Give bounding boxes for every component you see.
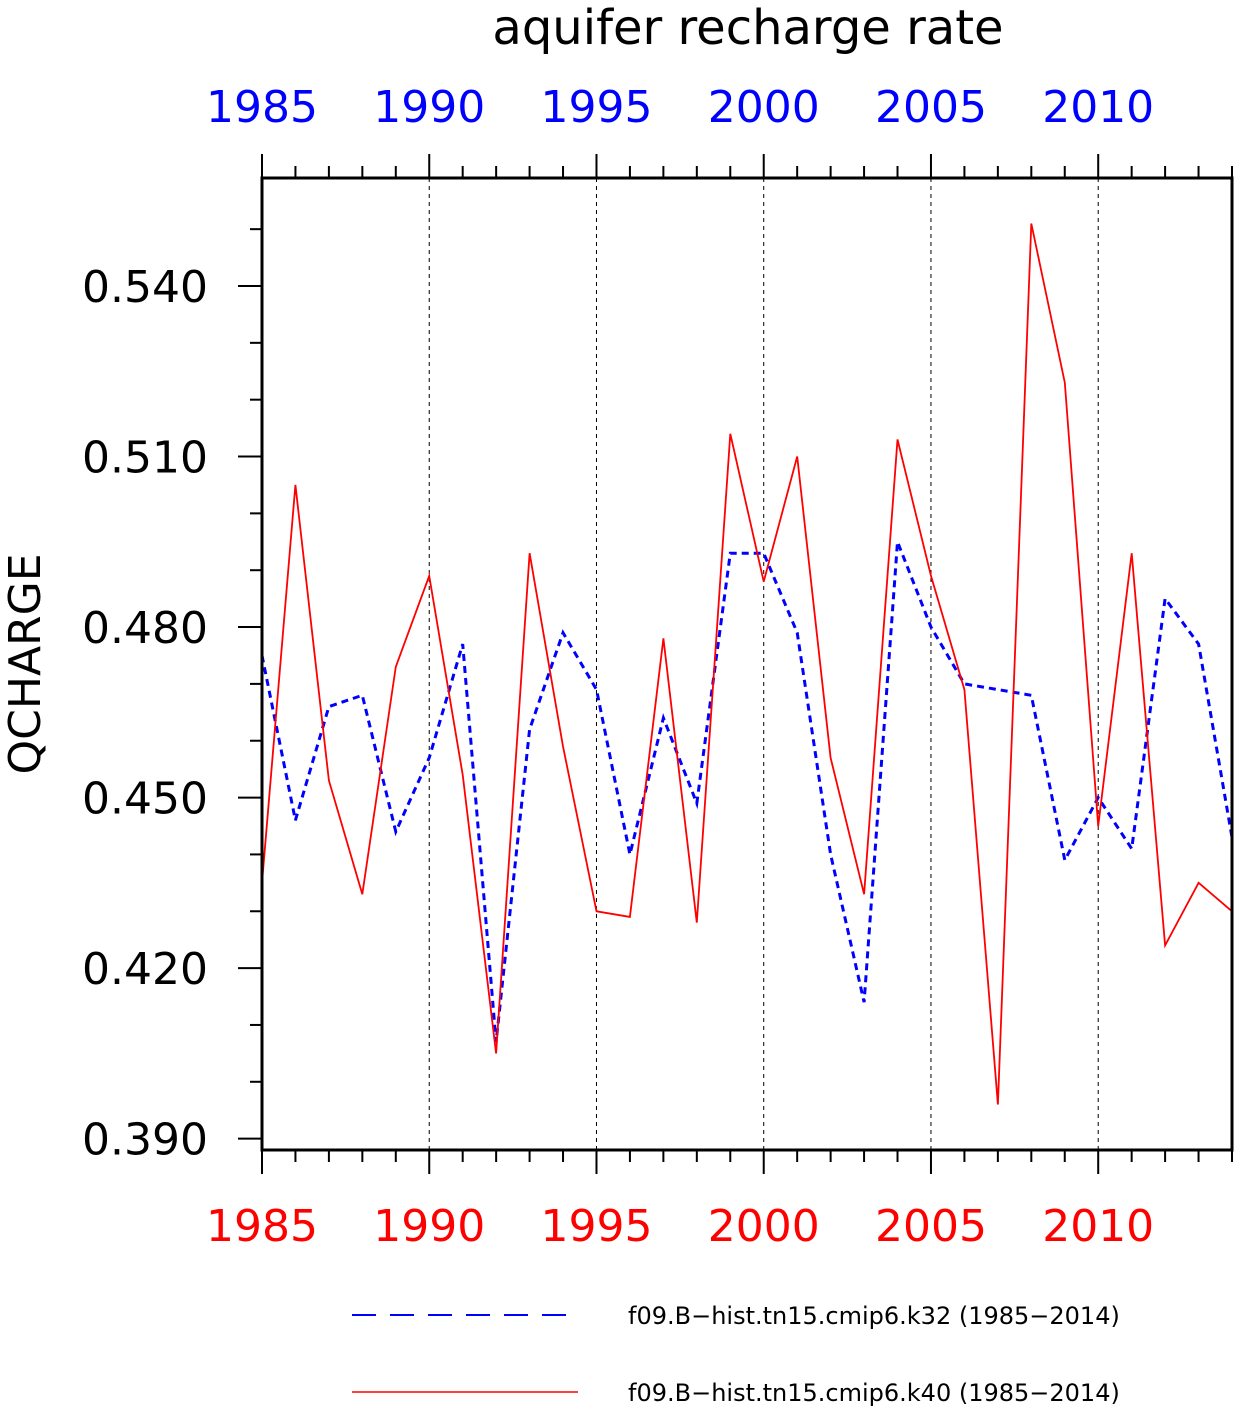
x-tick-label-bottom-2005: 2005 [875, 1201, 987, 1252]
y-tick-label-0.390: 0.390 [82, 1115, 208, 1166]
y-tick-label-0.420: 0.420 [82, 944, 208, 995]
y-tick-label-0.480: 0.480 [82, 603, 208, 654]
series-group [260, 223, 1234, 1105]
chart-title: aquifer recharge rate [492, 0, 1003, 56]
axis-ticks [238, 154, 1233, 1174]
series-line-1 [260, 541, 1234, 1043]
legend-label-2: f09.B−hist.tn15.cmip6.k40 (1985−2014) [628, 1379, 1120, 1407]
grid [428, 178, 1099, 1150]
x-tick-label-bottom-1995: 1995 [540, 1201, 652, 1252]
x-tick-label-top-1990: 1990 [373, 82, 485, 133]
x-tick-label-top-2000: 2000 [708, 82, 820, 133]
x-tick-label-bottom-2000: 2000 [708, 1201, 820, 1252]
y-tick-label-0.450: 0.450 [82, 774, 208, 825]
series-line-2 [261, 223, 1233, 1105]
x-tick-label-top-1985: 1985 [206, 82, 318, 133]
x-tick-label-top-2010: 2010 [1042, 82, 1154, 133]
plot-frame [260, 176, 1234, 1152]
x-tick-label-bottom-2010: 2010 [1042, 1201, 1154, 1252]
x-tick-label-top-1995: 1995 [540, 82, 652, 133]
y-tick-label-0.540: 0.540 [82, 262, 208, 313]
x-tick-label-top-2005: 2005 [875, 82, 987, 133]
y-axis-label: QCHARGE [0, 553, 51, 774]
legend: f09.B−hist.tn15.cmip6.k32 (1985−2014) f09… [352, 1302, 1120, 1407]
y-tick-label-0.510: 0.510 [82, 433, 208, 484]
legend-label-1: f09.B−hist.tn15.cmip6.k32 (1985−2014) [628, 1302, 1120, 1330]
x-tick-label-bottom-1985: 1985 [206, 1201, 318, 1252]
tick-labels: 0.390 0.420 0.450 0.480 0.510 0.540 1985 1985 19… [82, 82, 1154, 1252]
x-tick-label-bottom-1990: 1990 [373, 1201, 485, 1252]
